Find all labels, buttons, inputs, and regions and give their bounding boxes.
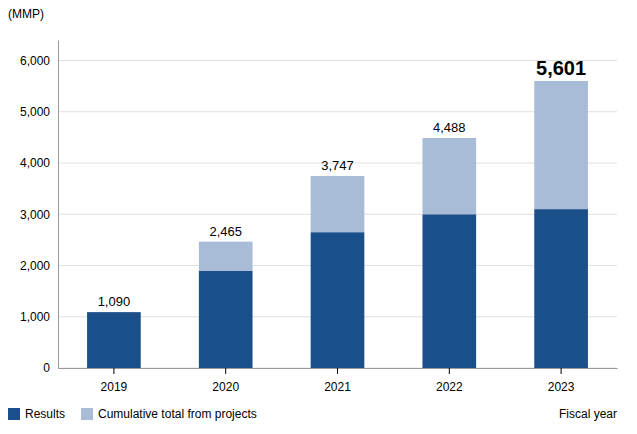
y-tick-label: 4,000 xyxy=(20,156,50,170)
bar xyxy=(534,209,588,368)
bars xyxy=(87,81,588,368)
x-tick-mark xyxy=(337,368,338,374)
x-tick-mark xyxy=(113,368,114,374)
x-tick-label: 2023 xyxy=(548,380,575,394)
y-tick-label: 5,000 xyxy=(20,105,50,119)
y-tick-label: 1,000 xyxy=(20,310,50,324)
bar xyxy=(199,271,253,368)
chart-svg: 01,0002,0003,0004,0005,0006,000201920202… xyxy=(0,0,637,434)
bar xyxy=(311,176,365,232)
y-axis-line xyxy=(58,41,59,369)
x-tick: 2022 xyxy=(436,368,463,394)
legend-label: Results xyxy=(25,407,65,421)
x-tick-label: 2021 xyxy=(324,380,351,394)
bar-series xyxy=(87,209,588,368)
y-tick: 4,000 xyxy=(20,156,58,170)
y-tick: 1,000 xyxy=(20,310,58,324)
x-tick: 2020 xyxy=(212,368,239,394)
total-label: 5,601 xyxy=(536,57,586,79)
legend-swatch xyxy=(81,408,93,420)
y-axis: 0 1,000 2,000 3,000 4,000 5,000 6,000 xyxy=(20,41,59,376)
legend-item: Results xyxy=(8,407,65,421)
total-label: 3,747 xyxy=(321,158,354,173)
x-tick-mark xyxy=(449,368,450,374)
y-tick: 0 xyxy=(43,361,58,375)
y-tick-label: 2,000 xyxy=(20,259,50,273)
x-axis-title: Fiscal year xyxy=(559,407,617,421)
x-axis: 2019 2020 2021 2022 2023 xyxy=(59,368,618,394)
y-tick-label: 0 xyxy=(43,361,50,375)
y-tick: 6,000 xyxy=(20,54,58,68)
bar xyxy=(534,81,588,209)
y-tick-label: 3,000 xyxy=(20,208,50,222)
grid-line xyxy=(58,111,617,112)
legend-label: Cumulative total from projects xyxy=(98,407,257,421)
total-label: 1,090 xyxy=(98,294,131,309)
x-tick: 2019 xyxy=(101,368,128,394)
x-tick: 2023 xyxy=(548,368,575,394)
y-tick: 3,000 xyxy=(20,208,58,222)
y-tick: 2,000 xyxy=(20,259,58,273)
bar xyxy=(87,312,141,368)
chart-container: 01,0002,0003,0004,0005,0006,000201920202… xyxy=(0,0,637,434)
legend-swatch xyxy=(8,408,20,420)
grid-line xyxy=(58,60,617,61)
total-labels: 1,090 2,465 3,747 4,488 5,601 xyxy=(98,57,587,309)
bar xyxy=(422,138,476,214)
x-tick-mark xyxy=(561,368,562,374)
x-tick-label: 2020 xyxy=(212,380,239,394)
y-tick: 5,000 xyxy=(20,105,58,119)
legend-item: Cumulative total from projects xyxy=(81,407,257,421)
y-tick-label: 6,000 xyxy=(20,54,50,68)
x-tick: 2021 xyxy=(324,368,351,394)
bar xyxy=(199,242,253,271)
bar xyxy=(87,312,141,313)
bar-series xyxy=(199,81,588,271)
bar xyxy=(311,232,365,368)
total-label: 2,465 xyxy=(209,224,242,239)
total-label: 4,488 xyxy=(433,120,466,135)
bar xyxy=(422,214,476,368)
y-axis-title: (MMP) xyxy=(8,7,44,21)
plot: 01,0002,0003,0004,0005,0006,000201920202… xyxy=(20,41,618,394)
grid xyxy=(58,61,617,369)
x-tick-mark xyxy=(225,368,226,374)
x-tick-label: 2022 xyxy=(436,380,463,394)
legend: Results Cumulative total from projects xyxy=(8,407,257,421)
x-tick-label: 2019 xyxy=(101,380,128,394)
